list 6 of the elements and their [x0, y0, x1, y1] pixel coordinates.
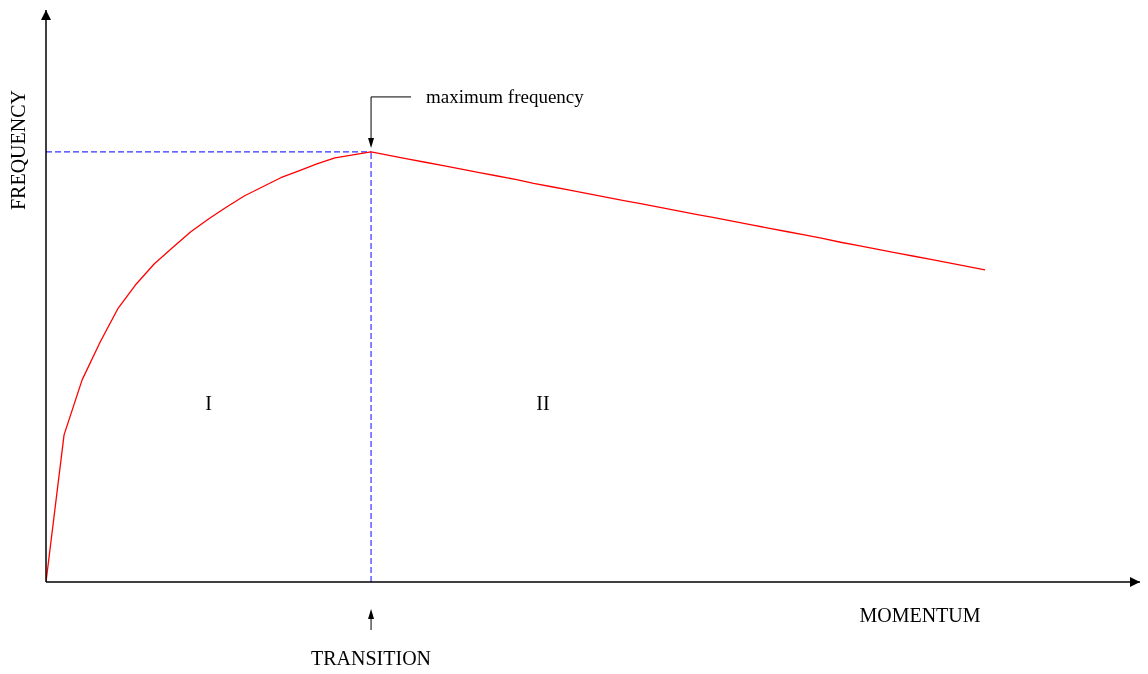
x-axis-title: MOMENTUM [859, 604, 981, 626]
annotation: I [205, 392, 212, 415]
text: TRANSITION [311, 647, 432, 669]
annotation: II [536, 392, 550, 415]
y-axis-title: FREQUENCY [6, 89, 29, 211]
text: maximum frequency [426, 85, 585, 107]
